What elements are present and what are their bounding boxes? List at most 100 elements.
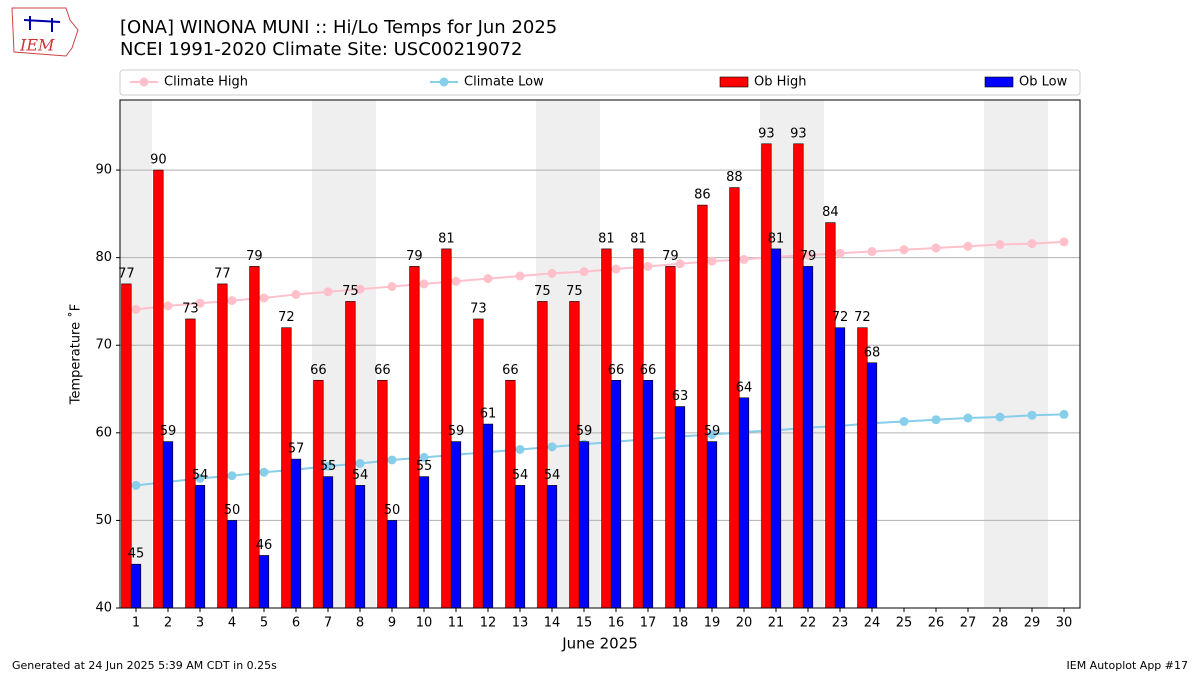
point [963,413,973,423]
x-tick-label: 9 [388,616,396,631]
value-label: 90 [150,153,167,168]
value-label: 84 [822,205,839,220]
x-tick-label: 23 [832,616,849,631]
x-tick-label: 30 [1056,616,1073,631]
point [963,241,973,251]
point [195,473,205,483]
x-tick-label: 21 [768,616,785,631]
bar [866,362,878,609]
bar [153,169,164,609]
y-axis-label: Temperature ˚F [68,304,84,405]
point [227,471,237,481]
x-tick-label: 22 [800,616,817,631]
value-label: 81 [768,231,785,246]
logo-text: IEM [19,36,55,55]
weekend-shade [1016,100,1048,608]
value-label: 54 [192,468,209,483]
point [611,264,621,274]
y-tick-label: 70 [95,338,112,353]
point [163,301,173,311]
bar [569,301,580,609]
bar [345,301,356,609]
x-tick-label: 4 [228,616,236,631]
plot-frame [119,99,1081,609]
value-label: 79 [662,249,679,264]
legend [119,69,1081,96]
value-label: 72 [854,310,871,325]
value-label: 75 [534,284,551,299]
bar [729,187,740,609]
value-label: 81 [630,231,647,246]
y-tick-label: 80 [95,250,112,265]
point [675,259,685,269]
value-label: 81 [438,231,455,246]
point [259,467,269,477]
value-label: 77 [118,266,135,281]
x-tick-label: 11 [448,616,465,631]
point [291,289,301,299]
bar [249,266,260,609]
bar [793,143,804,609]
point [355,284,365,294]
point [387,455,397,465]
value-label: 79 [800,249,817,264]
value-label: 66 [502,363,519,378]
legend-marker [139,77,149,87]
bar [537,301,548,609]
point [1027,239,1037,249]
value-label: 46 [256,538,273,553]
value-label: 61 [480,407,497,422]
x-tick-label: 29 [1024,616,1041,631]
value-label: 59 [704,424,721,439]
value-label: 72 [832,310,849,325]
bar [610,379,622,609]
point [995,240,1005,250]
value-label: 66 [310,363,327,378]
point [451,276,461,286]
value-label: 57 [288,442,305,457]
x-tick-label: 25 [896,616,913,631]
x-tick-label: 8 [356,616,364,631]
bar [674,406,686,609]
point [931,415,941,425]
bar [802,266,814,609]
legend-swatch [719,76,749,88]
bar [322,476,334,609]
value-label: 77 [214,266,231,281]
x-tick-label: 18 [672,616,689,631]
value-label: 54 [512,468,529,483]
x-tick-label: 2 [164,616,172,631]
legend-marker [439,77,449,87]
bar [281,327,292,609]
x-tick-label: 24 [864,616,881,631]
bar [386,520,398,609]
value-label: 86 [694,188,711,203]
value-label: 45 [128,547,145,562]
bar [409,266,420,609]
x-tick-label: 15 [576,616,593,631]
bar [761,143,772,609]
legend-swatch [984,76,1014,88]
point [227,296,237,306]
footer-left: Generated at 24 Jun 2025 5:39 AM CDT in … [12,659,277,672]
bar [770,248,782,609]
bar [482,423,494,609]
bar [601,248,612,609]
point [419,452,429,462]
value-label: 54 [352,468,369,483]
value-label: 73 [470,301,487,316]
point [195,298,205,308]
value-label: 66 [374,363,391,378]
point [131,480,141,490]
bar [162,441,174,609]
bar [226,520,238,609]
bar [633,248,644,609]
value-label: 64 [736,380,753,395]
x-tick-label: 1 [132,616,140,631]
point [259,293,269,303]
value-label: 54 [544,468,561,483]
bar [450,441,462,609]
value-label: 79 [246,249,263,264]
x-tick-label: 3 [196,616,204,631]
x-tick-label: 26 [928,616,945,631]
